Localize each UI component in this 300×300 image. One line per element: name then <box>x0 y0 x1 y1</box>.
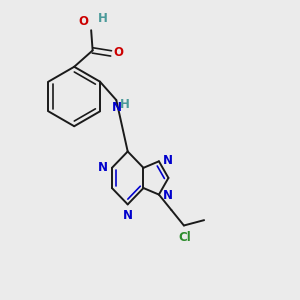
Text: N: N <box>163 154 173 166</box>
Text: H: H <box>120 98 130 111</box>
Text: O: O <box>113 46 123 59</box>
Text: N: N <box>98 161 108 174</box>
Text: H: H <box>98 12 108 25</box>
Text: N: N <box>123 208 133 222</box>
Text: Cl: Cl <box>178 231 191 244</box>
Text: O: O <box>79 15 89 28</box>
Text: N: N <box>112 101 122 114</box>
Text: N: N <box>163 189 173 202</box>
